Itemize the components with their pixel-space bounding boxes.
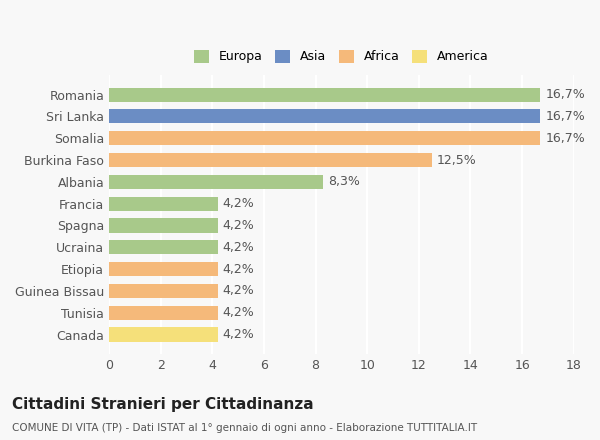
Bar (109, 327, 218, 341)
Bar (109, 131, 540, 145)
Text: 4,2%: 4,2% (223, 263, 254, 275)
Text: 16,7%: 16,7% (545, 110, 585, 123)
Text: 4,2%: 4,2% (223, 284, 254, 297)
Text: COMUNE DI VITA (TP) - Dati ISTAT al 1° gennaio di ogni anno - Elaborazione TUTTI: COMUNE DI VITA (TP) - Dati ISTAT al 1° g… (12, 423, 477, 433)
Bar (109, 175, 323, 189)
Text: Cittadini Stranieri per Cittadinanza: Cittadini Stranieri per Cittadinanza (12, 397, 314, 412)
Text: 12,5%: 12,5% (437, 154, 476, 166)
Bar (109, 88, 540, 102)
Bar (109, 240, 218, 254)
Text: 16,7%: 16,7% (545, 88, 585, 101)
Text: 4,2%: 4,2% (223, 306, 254, 319)
Text: 4,2%: 4,2% (223, 197, 254, 210)
Bar (109, 153, 432, 167)
Text: 16,7%: 16,7% (545, 132, 585, 145)
Bar (109, 306, 218, 320)
Text: 4,2%: 4,2% (223, 328, 254, 341)
Bar (109, 262, 218, 276)
Text: 8,3%: 8,3% (328, 176, 361, 188)
Text: 4,2%: 4,2% (223, 219, 254, 232)
Bar (109, 197, 218, 211)
Text: 4,2%: 4,2% (223, 241, 254, 254)
Bar (109, 109, 540, 124)
Bar (109, 284, 218, 298)
Bar (109, 218, 218, 233)
Legend: Europa, Asia, Africa, America: Europa, Asia, Africa, America (189, 45, 494, 68)
